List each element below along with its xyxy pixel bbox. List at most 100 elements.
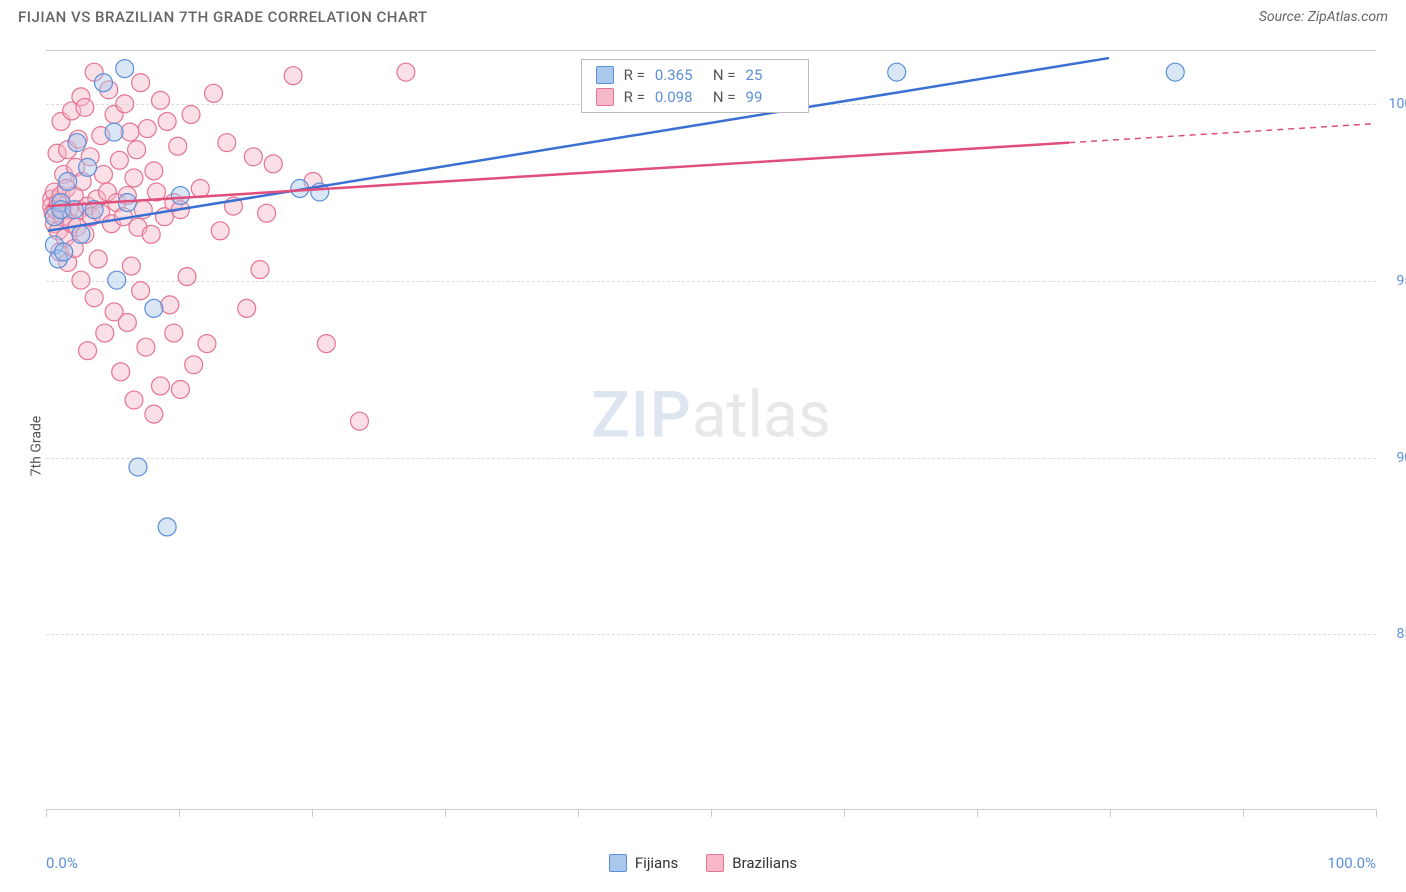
stats-row-fijians: R = 0.365 N = 25 [582, 64, 808, 86]
x-tick [1110, 809, 1111, 817]
scatter-point-brazilians [191, 180, 209, 198]
scatter-point-brazilians [182, 105, 200, 123]
scatter-point-brazilians [132, 282, 150, 300]
scatter-point-brazilians [145, 162, 163, 180]
trendline-fijians [48, 58, 1109, 231]
scatter-point-brazilians [145, 405, 163, 423]
stats-swatch-fijians [596, 66, 614, 84]
scatter-svg [46, 51, 1376, 809]
scatter-point-brazilians [205, 84, 223, 102]
scatter-point-brazilians [244, 148, 262, 166]
scatter-point-brazilians [112, 363, 130, 381]
legend-label-brazilians: Brazilians [732, 854, 797, 872]
x-tick [711, 809, 712, 817]
scatter-point-brazilians [251, 261, 269, 279]
scatter-point-brazilians [76, 98, 94, 116]
stats-n-label: N = [713, 88, 736, 106]
scatter-point-brazilians [211, 222, 229, 240]
trendline-brazilians [48, 143, 1069, 206]
chart-plot-area: 85.0%90.0%95.0%100.0% ZIPatlas R =0.365N… [46, 50, 1376, 810]
scatter-point-brazilians [138, 120, 156, 138]
scatter-point-brazilians [137, 338, 155, 356]
scatter-point-brazilians [238, 299, 256, 317]
scatter-point-brazilians [165, 324, 183, 342]
scatter-point-brazilians [125, 169, 143, 187]
scatter-point-brazilians [96, 324, 114, 342]
scatter-point-brazilians [85, 289, 103, 307]
scatter-point-brazilians [171, 380, 189, 398]
scatter-point-fijians [158, 518, 176, 536]
scatter-point-brazilians [72, 271, 90, 289]
stats-n-label: N = [713, 66, 736, 84]
stats-r-label: R = [624, 88, 645, 106]
trendline-dashed-brazilians [1069, 124, 1374, 143]
scatter-point-brazilians [258, 204, 276, 222]
scatter-point-brazilians [397, 63, 415, 81]
scatter-point-brazilians [264, 155, 282, 173]
scatter-point-fijians [1166, 63, 1184, 81]
x-tick [1376, 809, 1377, 817]
scatter-point-fijians [59, 172, 77, 190]
scatter-point-brazilians [142, 225, 160, 243]
stats-r-label: R = [624, 66, 645, 84]
scatter-point-fijians [171, 187, 189, 205]
scatter-point-brazilians [125, 391, 143, 409]
stats-legend-box: R = 0.365 N = 25 R = 0.098 N = 99 [581, 59, 809, 113]
scatter-point-brazilians [284, 67, 302, 85]
stats-swatch-brazilians [596, 88, 614, 106]
y-axis-label: 7th Grade [28, 416, 44, 477]
y-tick-label: 90.0% [1382, 450, 1406, 466]
scatter-point-brazilians [218, 134, 236, 152]
legend-item-fijians: Fijians [609, 854, 678, 872]
x-tick [46, 809, 47, 817]
scatter-point-brazilians [89, 250, 107, 268]
scatter-point-brazilians [178, 268, 196, 286]
legend-item-brazilians: Brazilians [706, 854, 797, 872]
scatter-point-fijians [68, 134, 86, 152]
chart-title: FIJIAN VS BRAZILIAN 7TH GRADE CORRELATIO… [18, 8, 428, 26]
scatter-point-brazilians [169, 137, 187, 155]
scatter-point-brazilians [128, 141, 146, 159]
scatter-point-fijians [129, 458, 147, 476]
scatter-point-brazilians [198, 335, 216, 353]
scatter-point-brazilians [317, 335, 335, 353]
x-tick [179, 809, 180, 817]
y-tick-label: 100.0% [1382, 96, 1406, 112]
x-tick [578, 809, 579, 817]
chart-source: Source: ZipAtlas.com [1259, 9, 1388, 25]
stats-n-value-fijians: 25 [746, 66, 794, 84]
scatter-point-brazilians [116, 95, 134, 113]
scatter-point-brazilians [122, 257, 140, 275]
scatter-point-brazilians [185, 356, 203, 374]
scatter-point-brazilians [161, 296, 179, 314]
x-tick [977, 809, 978, 817]
scatter-point-brazilians [132, 74, 150, 92]
stats-r-value-brazilians: 0.098 [655, 88, 703, 106]
scatter-point-fijians [94, 74, 112, 92]
legend-swatch-fijians [609, 854, 627, 872]
scatter-point-fijians [145, 299, 163, 317]
stats-n-value-brazilians: 99 [746, 88, 794, 106]
y-tick-label: 95.0% [1382, 273, 1406, 289]
scatter-point-fijians [105, 123, 123, 141]
scatter-point-fijians [79, 158, 97, 176]
scatter-point-brazilians [118, 313, 136, 331]
scatter-point-brazilians [152, 91, 170, 109]
legend-label-fijians: Fijians [635, 854, 678, 872]
legend-swatch-brazilians [706, 854, 724, 872]
scatter-point-fijians [72, 225, 90, 243]
x-tick [445, 809, 446, 817]
scatter-point-fijians [55, 243, 73, 261]
x-tick [312, 809, 313, 817]
x-tick [844, 809, 845, 817]
scatter-point-brazilians [351, 412, 369, 430]
scatter-point-brazilians [94, 165, 112, 183]
x-tick [1243, 809, 1244, 817]
stats-r-value-fijians: 0.365 [655, 66, 703, 84]
scatter-point-brazilians [79, 342, 97, 360]
scatter-point-brazilians [110, 151, 128, 169]
scatter-point-fijians [888, 63, 906, 81]
scatter-point-brazilians [121, 123, 139, 141]
y-tick-label: 85.0% [1382, 626, 1406, 642]
stats-row-brazilians: R = 0.098 N = 99 [582, 86, 808, 108]
